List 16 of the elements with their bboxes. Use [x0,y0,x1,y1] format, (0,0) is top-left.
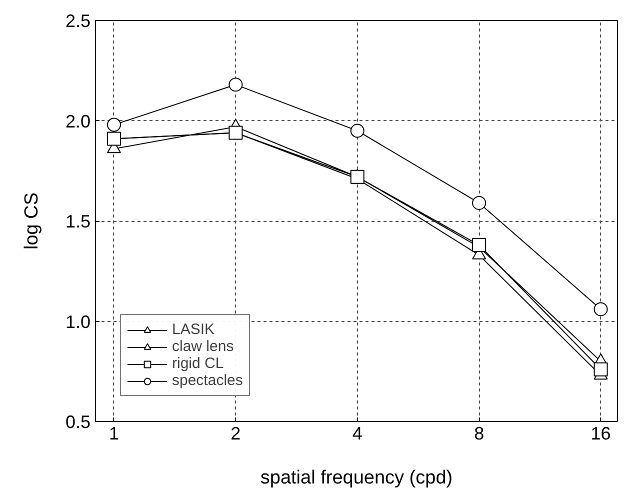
y-axis-title: log CS [21,192,42,250]
x-tick-label: 2 [230,424,241,444]
y-tick-label: 2.5 [65,11,91,31]
x-tick-label: 16 [590,424,611,444]
x-tick-label: 4 [352,424,362,444]
y-tick-label: 1.0 [65,312,91,332]
legend-label: rigid CL [172,355,224,372]
y-tick-label: 0.5 [65,412,91,432]
y-tick-label: 2.0 [65,111,91,132]
legend-label: claw lens [172,338,234,355]
x-tick-label: 8 [474,424,484,444]
x-tick-label: 1 [108,424,120,444]
legend-label: spectacles [172,372,243,389]
y-tick-label: 1.5 [65,212,91,232]
legend-label: LASIK [172,321,215,338]
x-axis-title: spatial frequency (cpd) [260,468,453,488]
